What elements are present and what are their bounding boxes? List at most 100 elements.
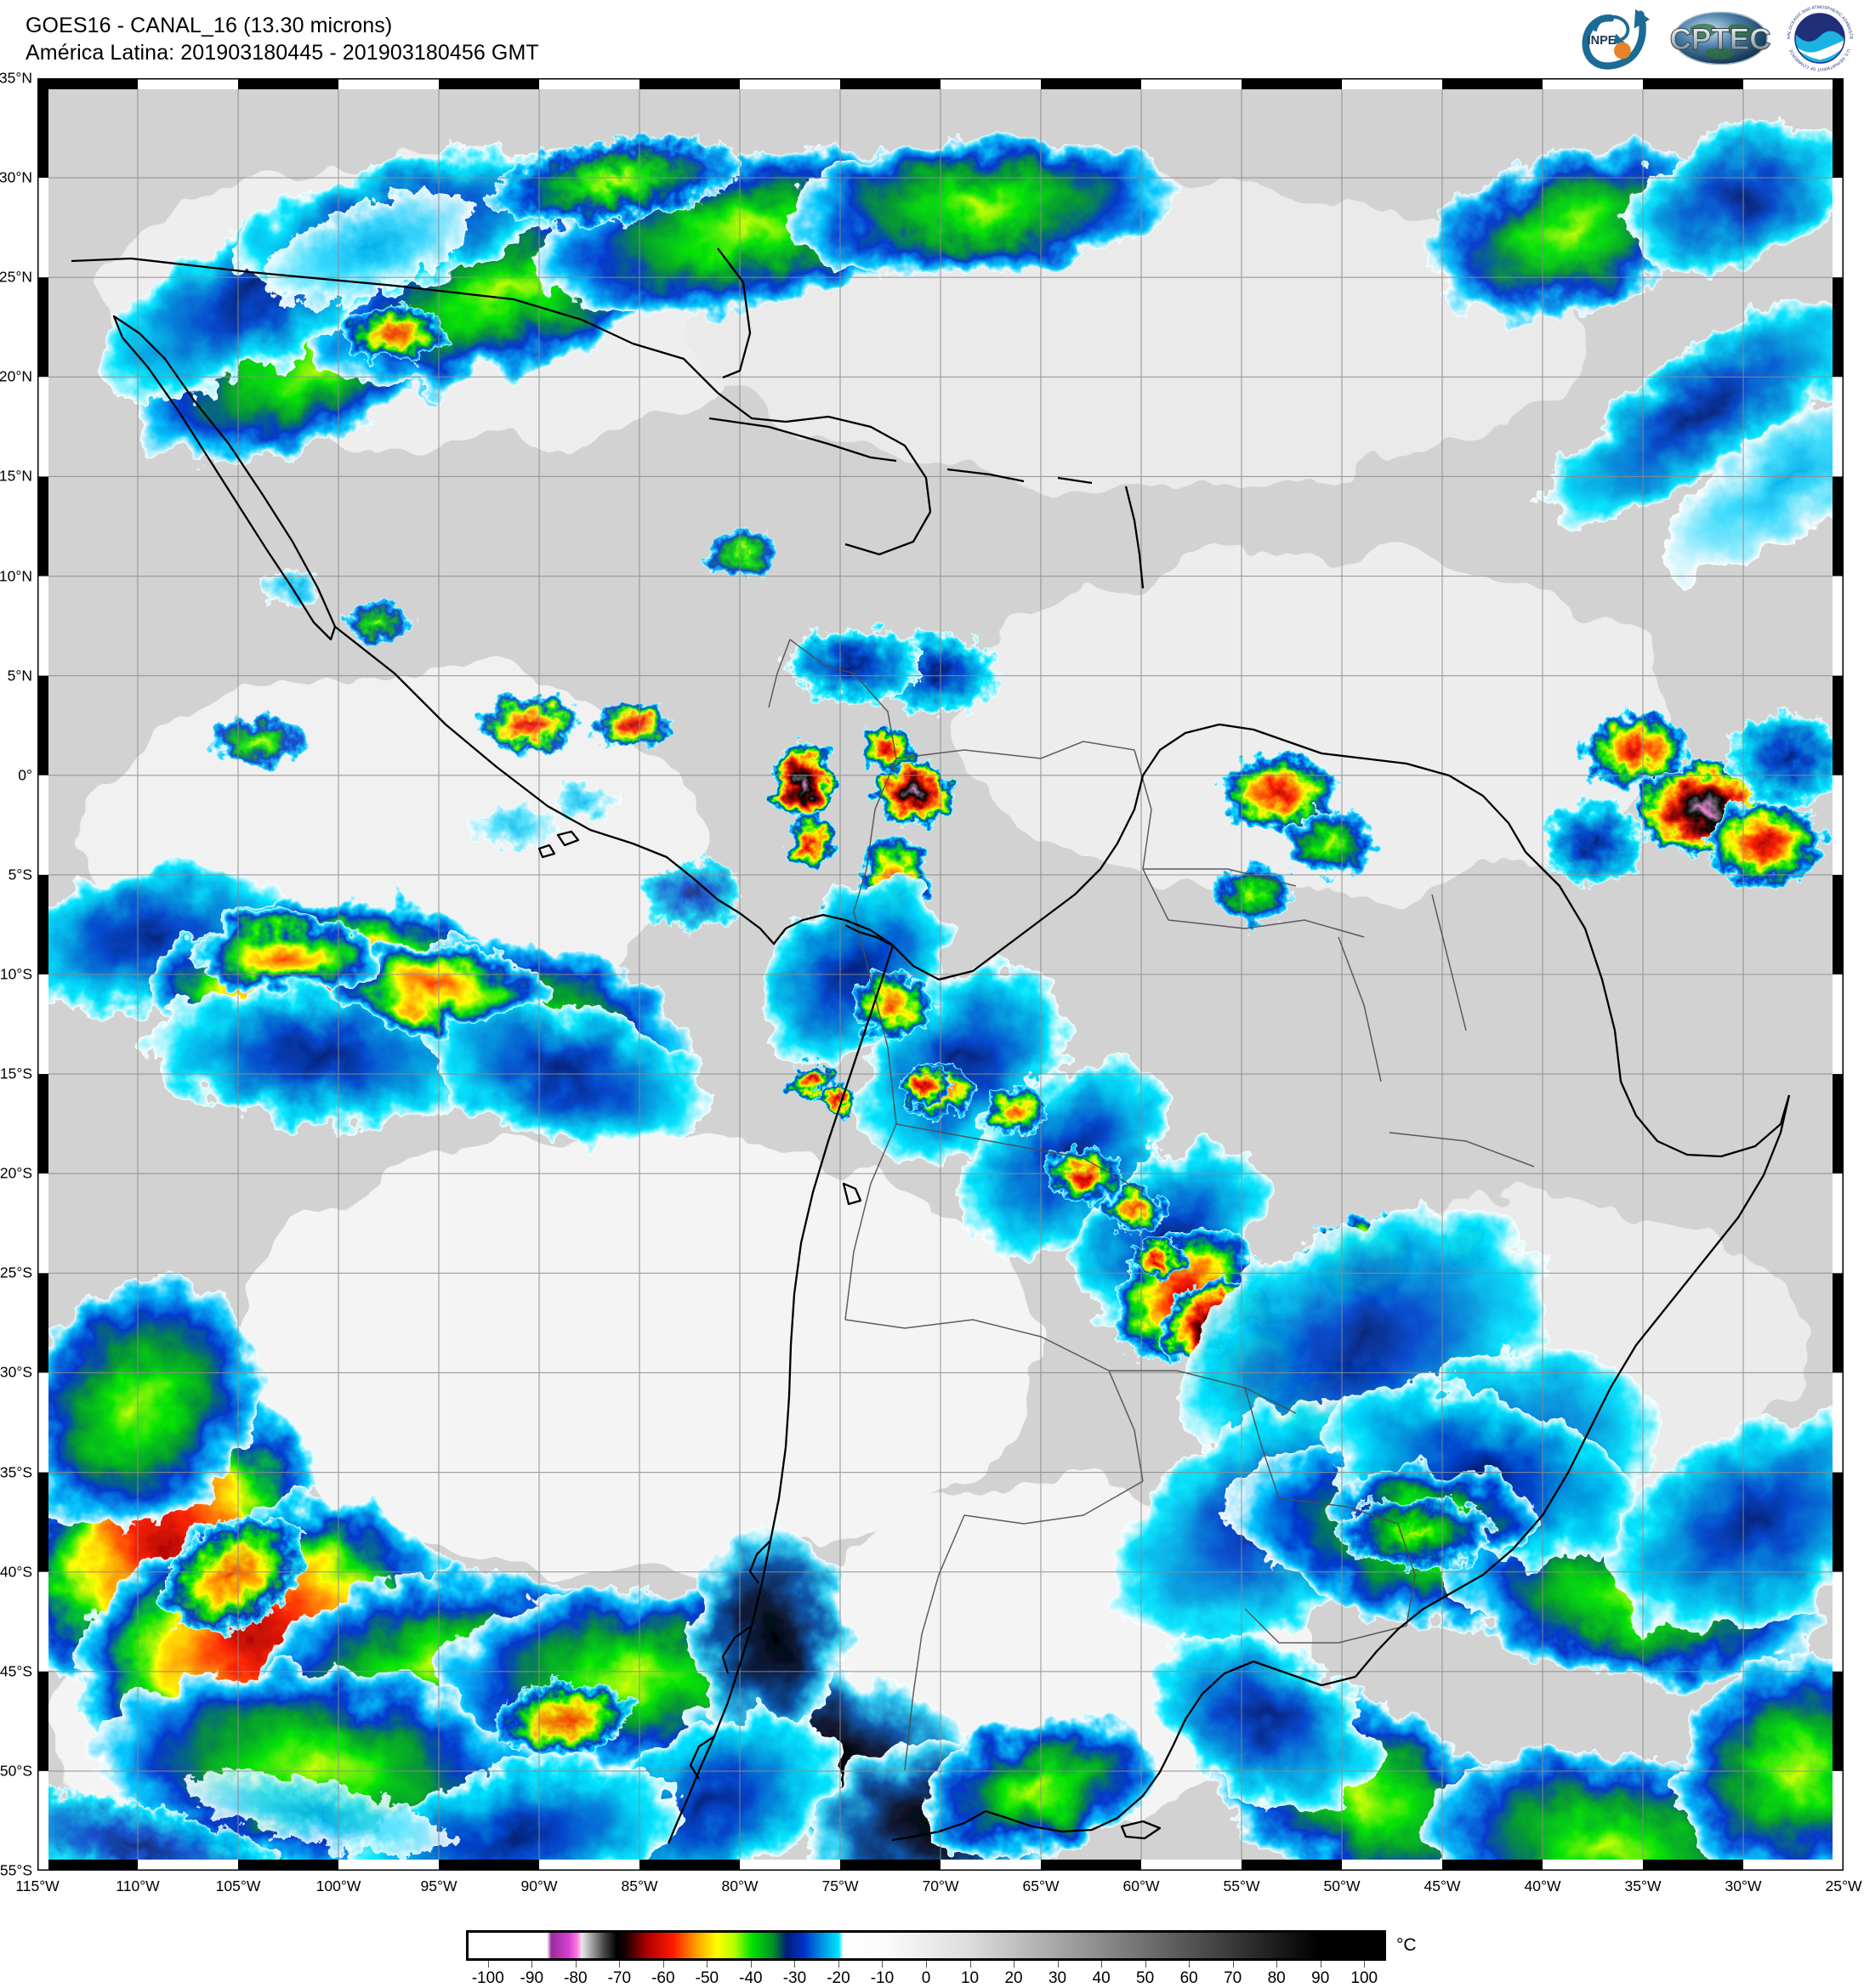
frame-tick — [1833, 1173, 1844, 1274]
colorbar-tick — [882, 1961, 884, 1968]
colorbar-tick-label: 70 — [1224, 1969, 1242, 1987]
colorbar-tick-label: 0 — [921, 1969, 931, 1987]
frame-tick — [1342, 1860, 1442, 1871]
longitude-tick-label: 70°W — [922, 1877, 959, 1894]
colorbar-tick-label: 30 — [1048, 1969, 1067, 1987]
frame-tick — [37, 775, 48, 875]
colorbar-tick — [1232, 1961, 1234, 1968]
colorbar-ticks: -100 -90 -80 -70 -60 -50 -40 -30 -20 -10… — [466, 1961, 1386, 1987]
frame-tick — [37, 1472, 48, 1572]
frame-tick — [37, 1671, 48, 1771]
colorbar-tick — [487, 1961, 489, 1968]
longitude-tick-label: 55°W — [1223, 1877, 1260, 1894]
latitude-tick-label: 30°N — [0, 168, 32, 186]
frame-tick — [37, 1074, 48, 1174]
colorbar-tick — [707, 1961, 708, 1968]
colorbar-tick — [662, 1961, 664, 1968]
frame-tick — [639, 78, 740, 89]
longitude-tick-label: 105°W — [215, 1877, 261, 1894]
cloud-systems — [37, 120, 1844, 1871]
frame-tick — [1242, 78, 1342, 89]
latitude-tick-label: 20°S — [0, 1164, 32, 1182]
inpe-logo-text: INPE — [1588, 34, 1617, 48]
longitude-tick-label: 90°W — [520, 1877, 558, 1894]
colorbar-tick — [794, 1961, 796, 1968]
frame-tick — [1833, 277, 1844, 378]
frame-tick — [1041, 78, 1141, 89]
frame-tick — [1833, 1770, 1844, 1871]
cptec-logo: CPTEC — [1669, 11, 1771, 65]
frame-tick — [37, 277, 48, 378]
colorbar-tick-label: 20 — [1004, 1969, 1023, 1987]
frame-tick — [1833, 775, 1844, 875]
colorbar-tick — [575, 1961, 577, 1968]
frame-tick — [1543, 1860, 1643, 1871]
colorbar-tick — [1189, 1961, 1191, 1968]
latitude-tick-label: 5°S — [8, 866, 32, 883]
frame-tick — [1442, 1860, 1543, 1871]
frame-tick — [37, 1770, 48, 1871]
frame-tick — [1141, 78, 1242, 89]
frame-tick — [37, 874, 48, 974]
frame-tick — [238, 1860, 338, 1871]
frame-tick — [1833, 1472, 1844, 1572]
frame-tick-bars — [37, 78, 1844, 1871]
latitude-tick-label: 5°N — [7, 667, 32, 684]
frame-tick — [37, 675, 48, 775]
longitude-axis: 115°W 110°W 105°W 100°W 95°W 90°W 85°W 80°W 75°W… — [15, 1871, 1861, 1905]
colorbar-tick-label: -10 — [870, 1969, 895, 1987]
longitude-tick-label: 95°W — [420, 1877, 457, 1894]
colorbar-tick — [1276, 1961, 1278, 1968]
colorbar-tick-label: -100 — [471, 1969, 504, 1987]
colorbar-tick — [750, 1961, 752, 1968]
longitude-tick-label: 85°W — [621, 1877, 658, 1894]
colorbar-tick-label: -50 — [695, 1969, 719, 1987]
longitude-tick-label: 45°W — [1424, 1877, 1461, 1894]
colorbar-tick — [1057, 1961, 1059, 1968]
longitude-tick-label: 110°W — [116, 1877, 160, 1894]
colorbar-tick-label: 10 — [960, 1969, 980, 1987]
frame-tick — [740, 78, 840, 89]
longitude-tick-label: 25°W — [1825, 1877, 1862, 1894]
noaa-logo: NOAA NATIONAL OCEANIC AND ATMOSPHERIC AD… — [1784, 3, 1854, 72]
frame-tick — [539, 1860, 639, 1871]
satellite-map[interactable] — [37, 78, 1844, 1871]
frame-tick — [1643, 78, 1743, 89]
frame-tick — [1833, 1372, 1844, 1473]
colorbar-tick-label: -30 — [782, 1969, 807, 1987]
colorbar-tick-label: -60 — [651, 1969, 675, 1987]
colorbar-tick-label: 40 — [1092, 1969, 1111, 1987]
frame-tick — [37, 1571, 48, 1672]
frame-tick — [37, 1860, 138, 1871]
frame-tick — [840, 1860, 941, 1871]
longitude-tick-label: 30°W — [1725, 1877, 1762, 1894]
frame-tick — [37, 78, 48, 179]
frame-tick — [1543, 78, 1643, 89]
frame-tick — [37, 1173, 48, 1274]
latitude-tick-label: 35°S — [0, 1463, 32, 1481]
frame-tick — [338, 1860, 439, 1871]
graticule — [37, 78, 1844, 1871]
frame-tick — [138, 78, 238, 89]
colorbar-unit-label: °C — [1396, 1935, 1417, 1955]
frame-tick — [1743, 78, 1844, 89]
frame-tick — [1833, 675, 1844, 775]
frame-tick — [1041, 1860, 1141, 1871]
frame-tick — [238, 78, 338, 89]
colorbar-tick-label: 50 — [1136, 1969, 1155, 1987]
frame-tick — [1833, 576, 1844, 676]
latitude-tick-label: 50°S — [0, 1762, 32, 1780]
colorbar-tick — [1364, 1961, 1366, 1968]
satellite-image[interactable] — [37, 78, 1844, 1871]
frame-tick — [1643, 1860, 1743, 1871]
frame-tick — [1833, 974, 1844, 1075]
colorbar-tick — [619, 1961, 621, 1968]
longitude-tick-label: 75°W — [821, 1877, 859, 1894]
frame-tick — [1242, 1860, 1342, 1871]
latitude-tick-label: 15°N — [0, 467, 32, 485]
latitude-tick-label: 25°N — [0, 268, 32, 286]
longitude-tick-label: 100°W — [315, 1877, 361, 1894]
latitude-tick-label: 40°S — [0, 1563, 32, 1581]
longitude-tick-label: 35°W — [1624, 1877, 1662, 1894]
frame-tick — [941, 78, 1041, 89]
